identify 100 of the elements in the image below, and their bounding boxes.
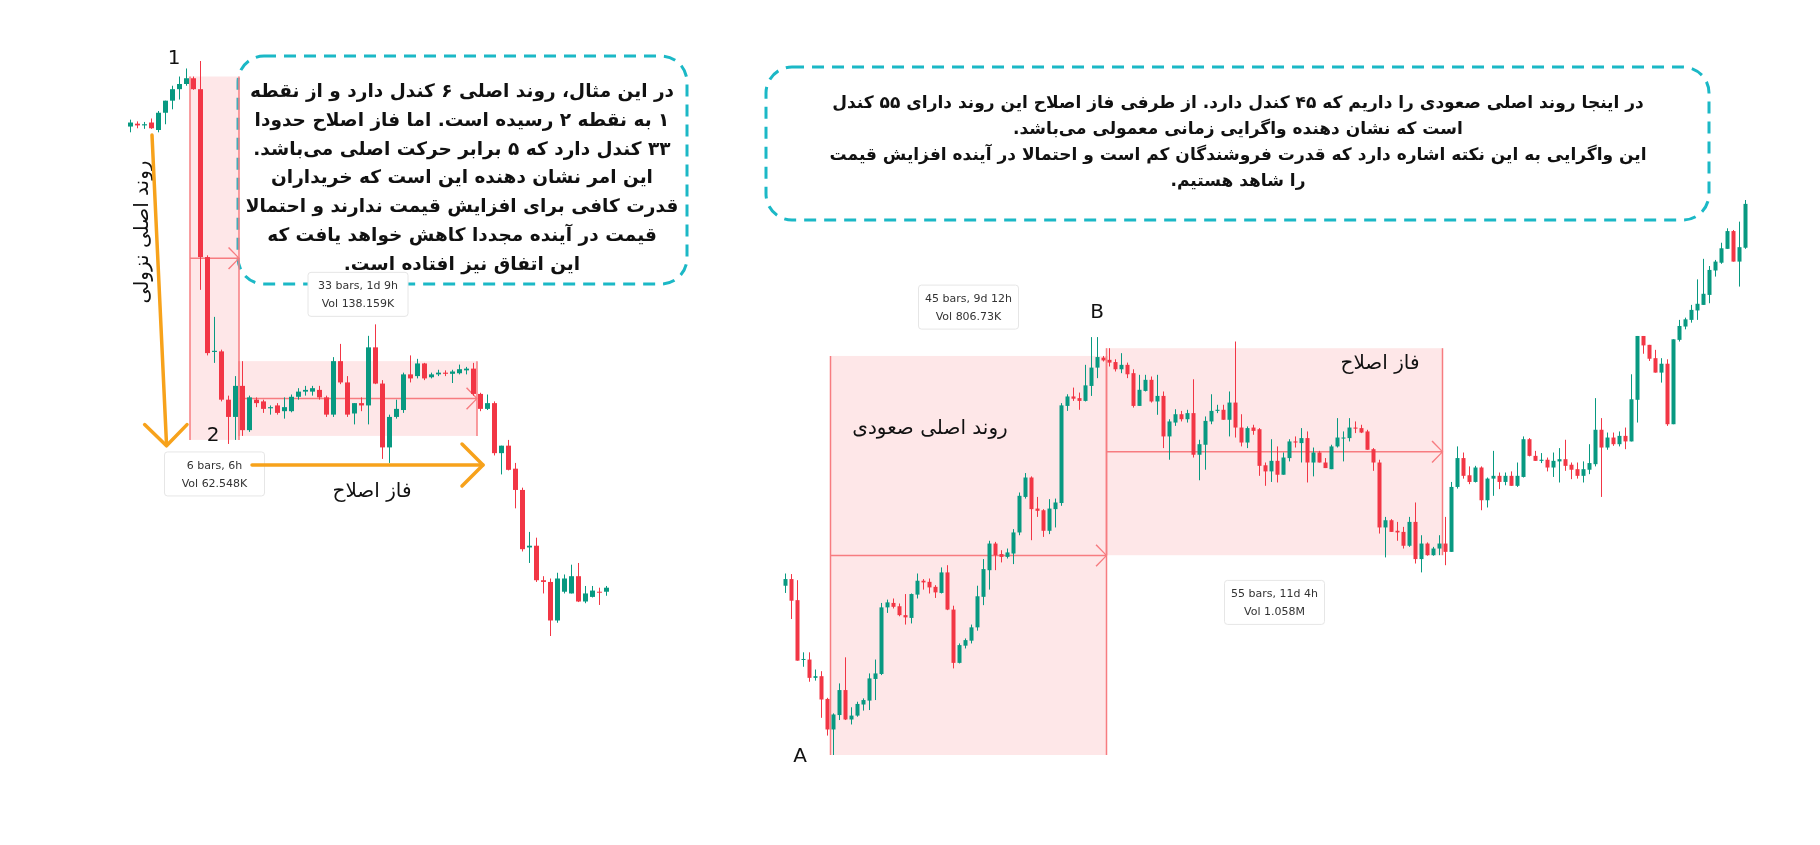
annotation: 55 bars, 11d 4h Vol 1.058M (1231, 587, 1318, 619)
candlestick (1263, 462, 1268, 487)
candlestick (324, 395, 329, 418)
candlestick (1329, 444, 1334, 470)
candlestick (1245, 425, 1250, 449)
candlestick (156, 110, 161, 133)
annotation: در این مثال، روند اصلی ۶ کندل دارد و از نقطه ۱ به نقطه ۲ رسیده است. اما فاز اصلاح حدودا ۳۳ کندل دارد که ۵ برابر حرکت اصلی می‌باشد. این امر نشان دهنده این است که خریداران قدرت کافی برای افزایش قیمت ندارند و احتمالا قیمت در آینده مجددا کاهش خواهد یافت که این اتفاق نیز افتاده است. (245, 80, 679, 275)
candlestick (569, 564, 574, 594)
candlestick (597, 587, 602, 606)
candlestick (819, 670, 824, 719)
candlestick (993, 541, 998, 571)
candlestick (1515, 462, 1520, 488)
candlestick (909, 592, 914, 624)
candlestick (1341, 430, 1346, 462)
candlestick (1083, 364, 1088, 402)
candlestick (873, 659, 878, 701)
candlestick (282, 396, 287, 420)
annotation: 1 (167, 45, 181, 69)
candlestick (1371, 447, 1376, 472)
candlestick (1659, 357, 1664, 384)
text: در اینجا روند اصلی صعودی را داریم که ۴۵ کندل دارد. از طرفی فاز اصلاح این روند دارای ۵۵ کندل است که نشان دهنده واگرایی زمانی معمولی می‌باشد. این واگرایی به این نکته اشاره دارد که قدرت فروشندگان کم است و احتمالا در آینده افزایش قیمت را شاهد هستیم. (829, 92, 1647, 190)
candlestick (1383, 516, 1388, 558)
candlestick (1281, 452, 1286, 476)
candlestick (1107, 347, 1112, 367)
candlestick (1437, 534, 1442, 556)
candlestick (352, 402, 357, 425)
candlestick (1677, 319, 1682, 343)
candlestick (1623, 427, 1628, 450)
candlestick (415, 358, 420, 379)
annotation: A (793, 743, 808, 767)
candlestick (1197, 439, 1202, 481)
candlestick (1089, 336, 1094, 397)
annotation: 33 bars, 1d 9h Vol 138.159K (318, 279, 398, 311)
annotation: 45 bars, 9d 12h Vol 806.73K (925, 292, 1012, 324)
candlestick (1581, 460, 1586, 483)
candlestick (1023, 472, 1028, 500)
candlestick (1719, 242, 1724, 265)
candlestick (562, 573, 567, 594)
candlestick (478, 392, 483, 412)
candlestick (1203, 415, 1208, 471)
candlestick (1419, 534, 1424, 573)
candlestick (789, 573, 794, 620)
candlestick (1353, 420, 1358, 434)
candlestick (939, 566, 944, 594)
candlestick (1491, 450, 1496, 497)
candlestick (1311, 447, 1316, 477)
candlestick (1701, 258, 1706, 306)
candlestick (1137, 374, 1142, 407)
candlestick (801, 651, 806, 668)
candlestick (915, 573, 920, 599)
annotation: B (1090, 299, 1104, 323)
annotation: فاز اصلاح (1340, 350, 1420, 374)
candlestick (969, 624, 974, 644)
annotation: 6 bars, 6h Vol 62.548K (181, 458, 249, 490)
candlestick (1239, 413, 1244, 447)
candlestick (1347, 417, 1352, 442)
candlestick (226, 395, 231, 445)
candlestick (1587, 443, 1592, 475)
annotation: 2 (206, 422, 220, 446)
candlestick (408, 354, 413, 383)
annotation: روند اصلی صعودی (852, 415, 1008, 439)
candlestick (1047, 498, 1052, 535)
candlestick (394, 399, 399, 420)
candlestick (831, 712, 836, 756)
candlestick (1401, 526, 1406, 550)
candlestick (513, 462, 518, 509)
candlestick (1737, 221, 1742, 288)
candlestick (1299, 427, 1304, 464)
annotation: فاز اصلاح (332, 478, 412, 502)
candlestick (1365, 429, 1370, 451)
candlestick (1209, 393, 1214, 425)
candlestick (1653, 349, 1658, 374)
candlestick (1407, 516, 1412, 548)
candlestick (1725, 227, 1730, 250)
candlestick (499, 445, 504, 475)
candlestick (1041, 508, 1046, 538)
candlestick (177, 76, 182, 101)
candlestick (1053, 498, 1058, 528)
candlestick (1539, 452, 1544, 464)
annotation: روند اصلی نزولی (129, 160, 153, 304)
candlestick (1011, 528, 1016, 565)
candlestick (1485, 477, 1490, 508)
candlestick (1275, 445, 1280, 483)
candlestick (807, 651, 812, 683)
candlestick (1095, 336, 1100, 379)
candlestick (1155, 374, 1160, 416)
candlestick (170, 85, 175, 110)
candlestick (338, 343, 343, 385)
candlestick (1149, 375, 1154, 404)
candlestick (1287, 438, 1292, 462)
candlestick (783, 573, 788, 594)
candlestick (1167, 418, 1172, 461)
candlestick (1563, 439, 1568, 472)
candlestick (867, 672, 872, 711)
candlestick (1461, 452, 1466, 480)
candlestick (1443, 516, 1448, 566)
candlestick (1227, 390, 1232, 437)
candlestick (1293, 435, 1298, 449)
candlestick (1599, 417, 1604, 498)
candlestick (1269, 438, 1274, 483)
